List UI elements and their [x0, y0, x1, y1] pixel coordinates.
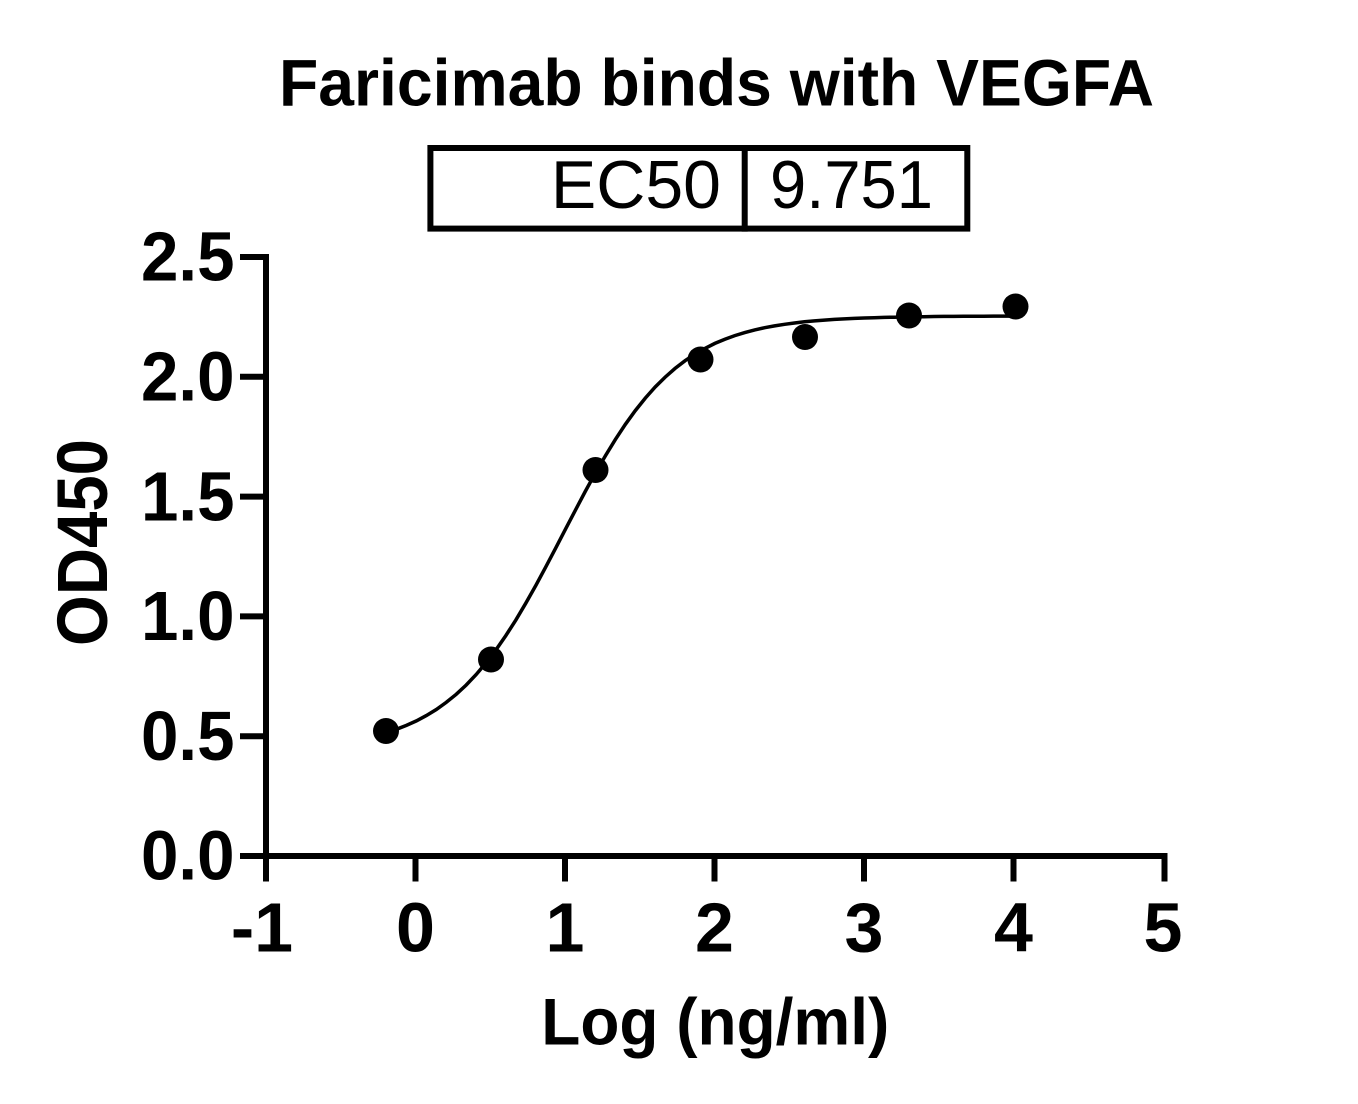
svg-text:1.0: 1.0 [141, 577, 235, 655]
svg-text:0.5: 0.5 [141, 697, 235, 775]
svg-text:EC50: EC50 [551, 147, 721, 223]
svg-text:4: 4 [994, 888, 1033, 966]
svg-text:0: 0 [396, 888, 435, 966]
svg-text:Faricimab binds with VEGFA: Faricimab binds with VEGFA [279, 46, 1154, 120]
svg-text:2.5: 2.5 [141, 218, 235, 296]
svg-text:Log (ng/ml): Log (ng/ml) [541, 985, 889, 1059]
svg-text:1.5: 1.5 [141, 457, 235, 535]
svg-text:2: 2 [695, 888, 734, 966]
svg-text:OD450: OD450 [44, 439, 123, 646]
svg-text:5: 5 [1144, 888, 1183, 966]
svg-text:2.0: 2.0 [141, 338, 235, 416]
svg-text:9.751: 9.751 [770, 147, 933, 223]
svg-text:1: 1 [546, 888, 585, 966]
svg-text:0.0: 0.0 [141, 817, 235, 895]
svg-text:-1: -1 [231, 888, 293, 966]
svg-text:3: 3 [845, 888, 884, 966]
